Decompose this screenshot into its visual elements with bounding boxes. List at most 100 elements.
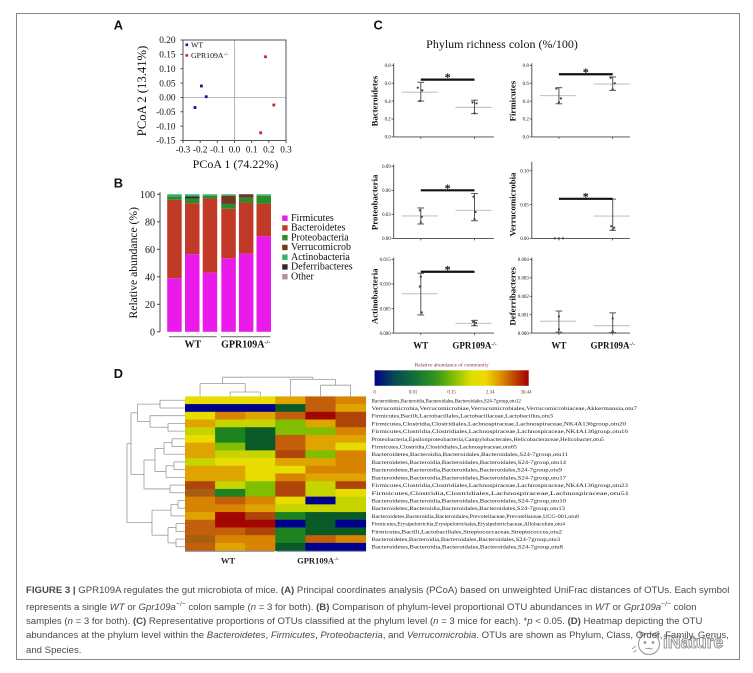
svg-text:0.2: 0.2 (385, 118, 392, 123)
svg-text:WT: WT (413, 340, 428, 350)
svg-text:80: 80 (145, 217, 155, 228)
svg-text:*: * (445, 70, 451, 84)
svg-text:0.03: 0.03 (382, 213, 391, 218)
svg-text:0.3: 0.3 (280, 145, 292, 155)
svg-text:0.0: 0.0 (523, 136, 530, 141)
svg-text:-0.3: -0.3 (176, 145, 191, 155)
svg-text:Firmicutes,Clostridia,Clostrid: Firmicutes,Clostridia,Clostridiales,Lach… (372, 491, 630, 497)
svg-text:GPR109A-/-: GPR109A-/- (221, 339, 270, 351)
svg-text:Actinobacteria: Actinobacteria (370, 268, 380, 324)
svg-text:Bacteroidetes,Bacteroidia,Bact: Bacteroidetes,Bacteroidia,Bacteroidales,… (372, 506, 566, 512)
svg-text:0.2: 0.2 (263, 145, 275, 155)
svg-text:*: * (583, 65, 589, 79)
svg-text:Firmicutes,Bacilli,Lactobacill: Firmicutes,Bacilli,Lactobacillales,Lacto… (372, 414, 554, 420)
svg-text:*: * (445, 181, 451, 195)
svg-text:0.1: 0.1 (246, 145, 258, 155)
svg-text:PCoA 2 (13.41%): PCoA 2 (13.41%) (135, 46, 149, 137)
svg-text:0.06: 0.06 (382, 189, 391, 194)
svg-text:0.10: 0.10 (520, 169, 529, 174)
svg-text:-0.10: -0.10 (156, 122, 176, 132)
svg-text:Proteobacteria: Proteobacteria (370, 174, 380, 230)
svg-text:Bacteroidetes,Bacteroidia,Bact: Bacteroidetes,Bacteroidia,Bacteroidales,… (372, 452, 569, 458)
svg-text:-0.15: -0.15 (156, 137, 176, 147)
svg-text:60: 60 (145, 245, 155, 256)
svg-text:Firmicutes,Clostridia,Clostrid: Firmicutes,Clostridia,Clostridiales,Lach… (372, 445, 518, 451)
svg-text:0.6: 0.6 (523, 82, 530, 87)
svg-text:2.34: 2.34 (486, 391, 495, 396)
svg-text:0.2: 0.2 (523, 118, 530, 123)
svg-text:0.6: 0.6 (385, 82, 392, 87)
svg-text:Firmicutes,Clostridia,Clostrid: Firmicutes,Clostridia,Clostridiales,Lach… (372, 429, 629, 435)
svg-text:Other: Other (291, 271, 314, 282)
svg-text:WT: WT (221, 555, 236, 565)
svg-text:Proteobacteria,Epsilonproteoba: Proteobacteria,Epsilonproteobacteria,Cam… (372, 437, 605, 443)
svg-text:0.8: 0.8 (385, 64, 392, 69)
svg-text:0.15: 0.15 (447, 391, 456, 396)
svg-text:0.004: 0.004 (518, 258, 530, 263)
svg-text:Verrucomicrob: Verrucomicrob (291, 242, 351, 253)
svg-text:0.000: 0.000 (380, 332, 392, 337)
svg-text:Phylum richness colon (%/100): Phylum richness colon (%/100) (426, 37, 578, 51)
svg-text:0: 0 (150, 327, 155, 338)
svg-text:0: 0 (373, 391, 376, 396)
svg-text:PCoA 1 (74.22%): PCoA 1 (74.22%) (193, 157, 279, 171)
svg-text:0.010: 0.010 (380, 283, 392, 288)
svg-text:0.000: 0.000 (518, 332, 530, 337)
svg-text:A: A (114, 18, 123, 33)
svg-text:0.20: 0.20 (159, 36, 176, 46)
svg-text:0.0: 0.0 (229, 145, 241, 155)
svg-text:0.05: 0.05 (159, 79, 176, 89)
svg-text:0.01: 0.01 (409, 391, 418, 396)
svg-text:GPR109A-/-: GPR109A-/- (591, 340, 635, 350)
svg-text:WT: WT (184, 340, 201, 351)
svg-text:Bacteroidetes: Bacteroidetes (370, 75, 380, 126)
svg-text:Actinobacteria: Actinobacteria (291, 252, 350, 263)
svg-text:0.005: 0.005 (380, 307, 392, 312)
svg-text:-0.2: -0.2 (193, 145, 208, 155)
svg-text:Firmicutes,Bacilli,Lactobacill: Firmicutes,Bacilli,Lactobacillales,Strep… (372, 529, 563, 535)
svg-text:Bacteroidetes: Bacteroidetes (291, 223, 346, 234)
svg-text:GPR109A-/-: GPR109A-/- (191, 51, 229, 60)
svg-text:0.002: 0.002 (518, 295, 530, 300)
svg-text:Firmicutes: Firmicutes (291, 213, 334, 224)
svg-text:Deferribacteres: Deferribacteres (508, 267, 518, 326)
svg-text:0.00: 0.00 (382, 237, 391, 242)
svg-text:0.10: 0.10 (159, 65, 176, 75)
svg-text:Bacteroidetes,Bacteroidia,Bact: Bacteroidetes,Bacteroidia,Bacteroidales,… (372, 537, 561, 543)
svg-text:Bacteroidetes,Bacteroidia,Bact: Bacteroidetes,Bacteroidia,Bacteroidales,… (372, 475, 567, 481)
svg-text:GPR109A-/-: GPR109A-/- (452, 340, 496, 350)
svg-text:Firmicutes,Clostridia,Clostrid: Firmicutes,Clostridia,Clostridiales,Lach… (372, 483, 629, 489)
svg-text:0.003: 0.003 (518, 277, 530, 282)
svg-text:Bacteroidetes,Bacteroidia,Bact: Bacteroidetes,Bacteroidia,Bacteroidales,… (372, 514, 580, 520)
svg-text:0.09: 0.09 (382, 165, 391, 170)
svg-text:Proteobacteria: Proteobacteria (291, 232, 349, 243)
svg-text:Deferribacteres: Deferribacteres (291, 262, 353, 273)
svg-text:30.44: 30.44 (521, 391, 532, 396)
svg-text:iNature: iNature (663, 632, 724, 652)
svg-text:0.00: 0.00 (159, 94, 176, 104)
svg-text:Bacteroidetes,Bacteroidia,Bact: Bacteroidetes,Bacteroidia,Bacteroidales,… (372, 499, 567, 505)
svg-text:100: 100 (140, 190, 155, 201)
svg-text:Firmicutes,Clostridia,Clostrid: Firmicutes,Clostridia,Clostridiales,Lach… (372, 421, 627, 427)
svg-text:0.00: 0.00 (520, 237, 529, 242)
svg-text:20: 20 (145, 300, 155, 311)
svg-text:0.05: 0.05 (520, 203, 529, 208)
svg-text:Relative abundance (%): Relative abundance (%) (127, 207, 140, 319)
svg-text:GPR109A-/-: GPR109A-/- (297, 555, 339, 565)
svg-text:Bacteroidetes,Bacteroidia,Bact: Bacteroidetes,Bacteroidia,Bacteroidales,… (372, 468, 563, 474)
svg-text:0.15: 0.15 (159, 51, 176, 61)
svg-text:Firmicutes: Firmicutes (508, 80, 518, 121)
svg-text:Firmicutes,Erysipelotrichia,Er: Firmicutes,Erysipelotrichia,Erysipelotri… (372, 522, 566, 528)
svg-text:B: B (114, 175, 123, 190)
svg-text:0.4: 0.4 (385, 100, 392, 105)
svg-text:WT: WT (551, 340, 566, 350)
svg-text:C: C (374, 18, 383, 33)
svg-text:0.0: 0.0 (385, 136, 392, 141)
svg-text:*: * (445, 262, 451, 276)
svg-text:0.8: 0.8 (523, 64, 530, 69)
svg-text:0.4: 0.4 (523, 100, 530, 105)
svg-text:Relative abundance of communit: Relative abundance of community (415, 362, 489, 369)
svg-text:Verrucomicrobia,Verrucomicrobi: Verrucomicrobia,Verrucomicrobiae,Verruco… (372, 406, 638, 412)
svg-text:Verrucomicrobia: Verrucomicrobia (508, 172, 518, 237)
svg-text:40: 40 (145, 272, 155, 283)
